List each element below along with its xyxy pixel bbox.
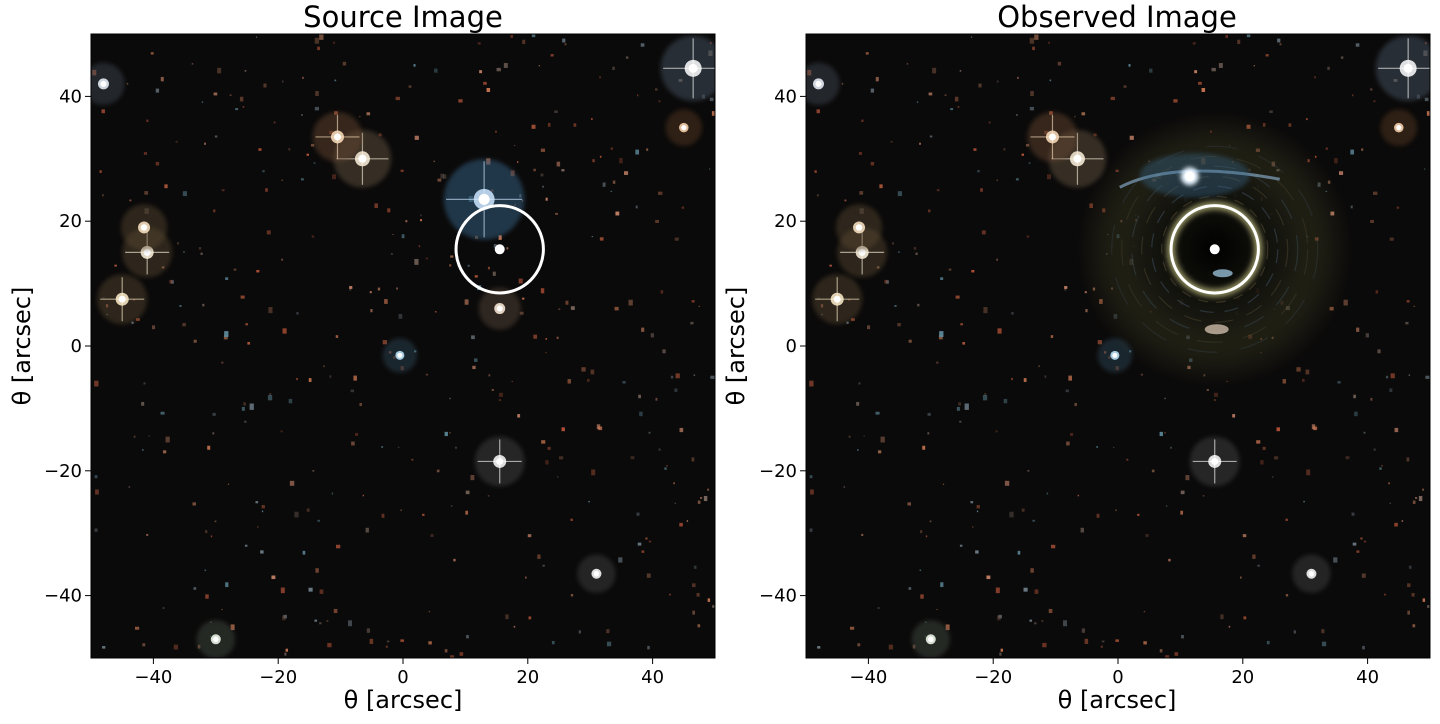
star <box>812 274 863 325</box>
star <box>443 159 525 240</box>
y-tick-label: 20 <box>774 211 797 232</box>
observed-y-axis-label: θ [arcsec] <box>722 287 750 406</box>
source-y-axis-label: θ [arcsec] <box>8 287 36 406</box>
x-tick-label: 0 <box>397 667 408 688</box>
y-tick-label: −20 <box>44 461 82 482</box>
observed-x-axis-label: θ [arcsec] <box>1058 686 1177 714</box>
x-tick-label: 40 <box>1356 667 1379 688</box>
star <box>660 35 715 101</box>
y-tick-label: 40 <box>774 86 797 107</box>
star <box>382 338 418 373</box>
x-tick-label: 20 <box>1231 667 1254 688</box>
observed-panel-title: Observed Image <box>997 0 1237 34</box>
region-circle <box>1167 201 1263 297</box>
source-panel-title: Source Image <box>303 0 503 34</box>
observed-axes: −40 −20 0 20 40 −40 −20 0 20 40 <box>759 33 1431 688</box>
star <box>120 204 168 251</box>
source-axes: −40 −20 0 20 40 −40 −20 0 20 40 <box>44 33 716 688</box>
y-tick-label: −40 <box>759 586 797 607</box>
x-tick-label: 0 <box>1112 667 1123 688</box>
source-position-marker <box>1209 244 1220 255</box>
x-tick-label: −20 <box>259 667 297 688</box>
source-x-axis-label: θ [arcsec] <box>344 686 463 714</box>
star <box>836 204 883 251</box>
star <box>665 109 703 146</box>
star <box>806 62 840 106</box>
source-sky-image <box>91 34 715 658</box>
star <box>1292 554 1331 593</box>
bright-stars <box>806 35 1430 658</box>
star <box>577 554 616 593</box>
x-tick-label: 20 <box>516 667 539 688</box>
x-tick-label: −20 <box>974 667 1012 688</box>
x-tick-label: −40 <box>849 667 887 688</box>
x-tick-label: 40 <box>641 667 664 688</box>
y-tick-label: 40 <box>59 86 82 107</box>
star <box>1380 109 1418 146</box>
source-image-panel: Source Image −40 −20 0 20 40 −40 −20 0 20 40 θ [a… <box>8 0 716 714</box>
star <box>196 620 235 658</box>
star <box>312 112 363 162</box>
y-tick-label: −20 <box>759 461 797 482</box>
star <box>911 620 950 658</box>
y-tick-label: −40 <box>44 586 82 607</box>
star <box>478 287 521 330</box>
star <box>1375 35 1430 101</box>
bright-stars <box>91 35 715 658</box>
region-circle <box>454 204 545 295</box>
y-tick-label: 0 <box>71 336 82 357</box>
source-position-marker <box>494 244 505 255</box>
star <box>1027 112 1078 162</box>
y-tick-label: 20 <box>59 211 82 232</box>
star <box>1097 338 1133 373</box>
star <box>97 274 148 325</box>
x-tick-label: −40 <box>134 667 172 688</box>
observed-image-panel: Observed Image −40 −20 0 20 40 −40 −20 0 20 40 θ … <box>722 0 1431 714</box>
star <box>91 62 125 106</box>
star <box>474 436 525 487</box>
observed-sky-image <box>806 34 1430 658</box>
faint-sources <box>807 34 1430 658</box>
star <box>1189 436 1240 487</box>
y-tick-label: 0 <box>786 336 797 357</box>
